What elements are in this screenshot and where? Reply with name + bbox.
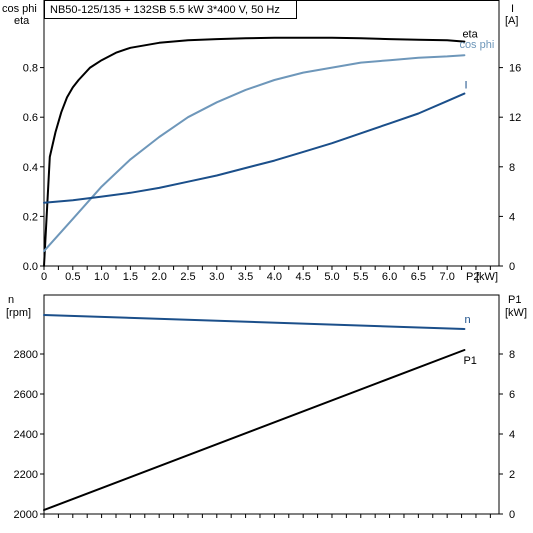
x-tick-label: 6.0 [382,271,397,283]
bottom-x-ticks [43,514,491,518]
series-line-P1 [43,349,466,511]
right-tick-label: 0 [509,261,515,273]
bottom-chart: n [rpm] P1 [kW] 2000 2200 2400 2600 2800 0 2 4… [6,294,527,521]
bottom-left-axis-label-2: [rpm] [6,307,31,319]
x-tick-label: 0.5 [65,271,80,283]
right-tick-label: 0 [509,509,515,521]
right-tick-label: 8 [509,162,515,174]
x-tick-label: 3.0 [209,271,224,283]
series-label-eta: eta [462,29,478,41]
left-tick-label: 2400 [14,429,38,441]
x-tick-label: 6.5 [411,271,426,283]
bottom-series: n P1 [43,314,477,511]
left-tick-label: 2600 [14,389,38,401]
top-right-ticks: 0 4 8 12 16 [499,63,521,273]
left-tick-label: 2000 [14,509,38,521]
right-tick-label: 6 [509,389,515,401]
title-box [44,0,297,19]
bottom-left-ticks: 2000 2200 2400 2600 2800 [14,349,44,521]
x-tick-label: 4.5 [296,271,311,283]
x-tick-label: 7.0 [440,271,455,283]
left-tick-label: 0.0 [23,261,38,273]
x-tick-label: 0 [41,271,47,283]
left-tick-label: 0.6 [23,112,38,124]
right-tick-label: 4 [509,211,515,223]
left-tick-label: 0.2 [23,211,38,223]
left-tick-label: 0.8 [23,63,38,75]
right-tick-label: 2 [509,469,515,481]
top-x-name: P2 [466,271,479,283]
series-line-cos-phi [43,54,466,253]
series-line-n [43,314,466,330]
x-tick-label: 5.5 [353,271,368,283]
chart-title: NB50-125/135 + 132SB 5.5 kW 3*400 V, 50 … [50,4,280,16]
x-tick-label: 5.0 [324,271,339,283]
x-tick-label: 1.0 [94,271,109,283]
series-label-P1: P1 [463,355,476,367]
bottom-plot-frame [43,294,500,515]
top-x-ticks: 0 0.5 1.0 1.5 2.0 2.5 3.0 3.5 4.0 4.5 5.0 5.5 6.0 6.5… [41,266,491,283]
left-tick-label: 0.4 [23,162,38,174]
bottom-right-axis-label-1: P1 [508,294,521,306]
x-tick-label: 2.0 [152,271,167,283]
right-tick-label: 8 [509,349,515,361]
right-tick-label: 16 [509,63,521,75]
bottom-right-ticks: 0 2 4 6 8 [499,349,515,521]
series-line-I [43,92,466,204]
x-tick-label: 4.0 [267,271,282,283]
top-left-axis-label-1: cos phi [2,3,37,15]
left-tick-label: 2800 [14,349,38,361]
series-label-cos-phi: cos phi [459,39,494,51]
x-tick-label: 3.5 [238,271,253,283]
x-tick-label: 2.5 [180,271,195,283]
top-left-axis-label-2: eta [14,15,30,27]
top-right-axis-label-1: I [511,3,514,15]
left-tick-label: 2200 [14,469,38,481]
series-label-n: n [464,314,470,326]
bottom-right-axis-label-2: [kW] [505,307,527,319]
right-tick-label: 12 [509,112,521,124]
series-label-I: I [464,80,467,92]
top-right-axis-label-2: [A] [505,15,518,27]
top-x-unit: [kW] [476,271,498,283]
right-tick-label: 4 [509,429,515,441]
top-chart: NB50-125/135 + 132SB 5.5 kW 3*400 V, 50 … [2,0,521,283]
series-line-eta [43,36,466,267]
x-tick-label: 1.5 [123,271,138,283]
bottom-left-axis-label-1: n [8,294,14,306]
top-left-ticks: 0.0 0.2 0.4 0.6 0.8 [23,63,44,273]
